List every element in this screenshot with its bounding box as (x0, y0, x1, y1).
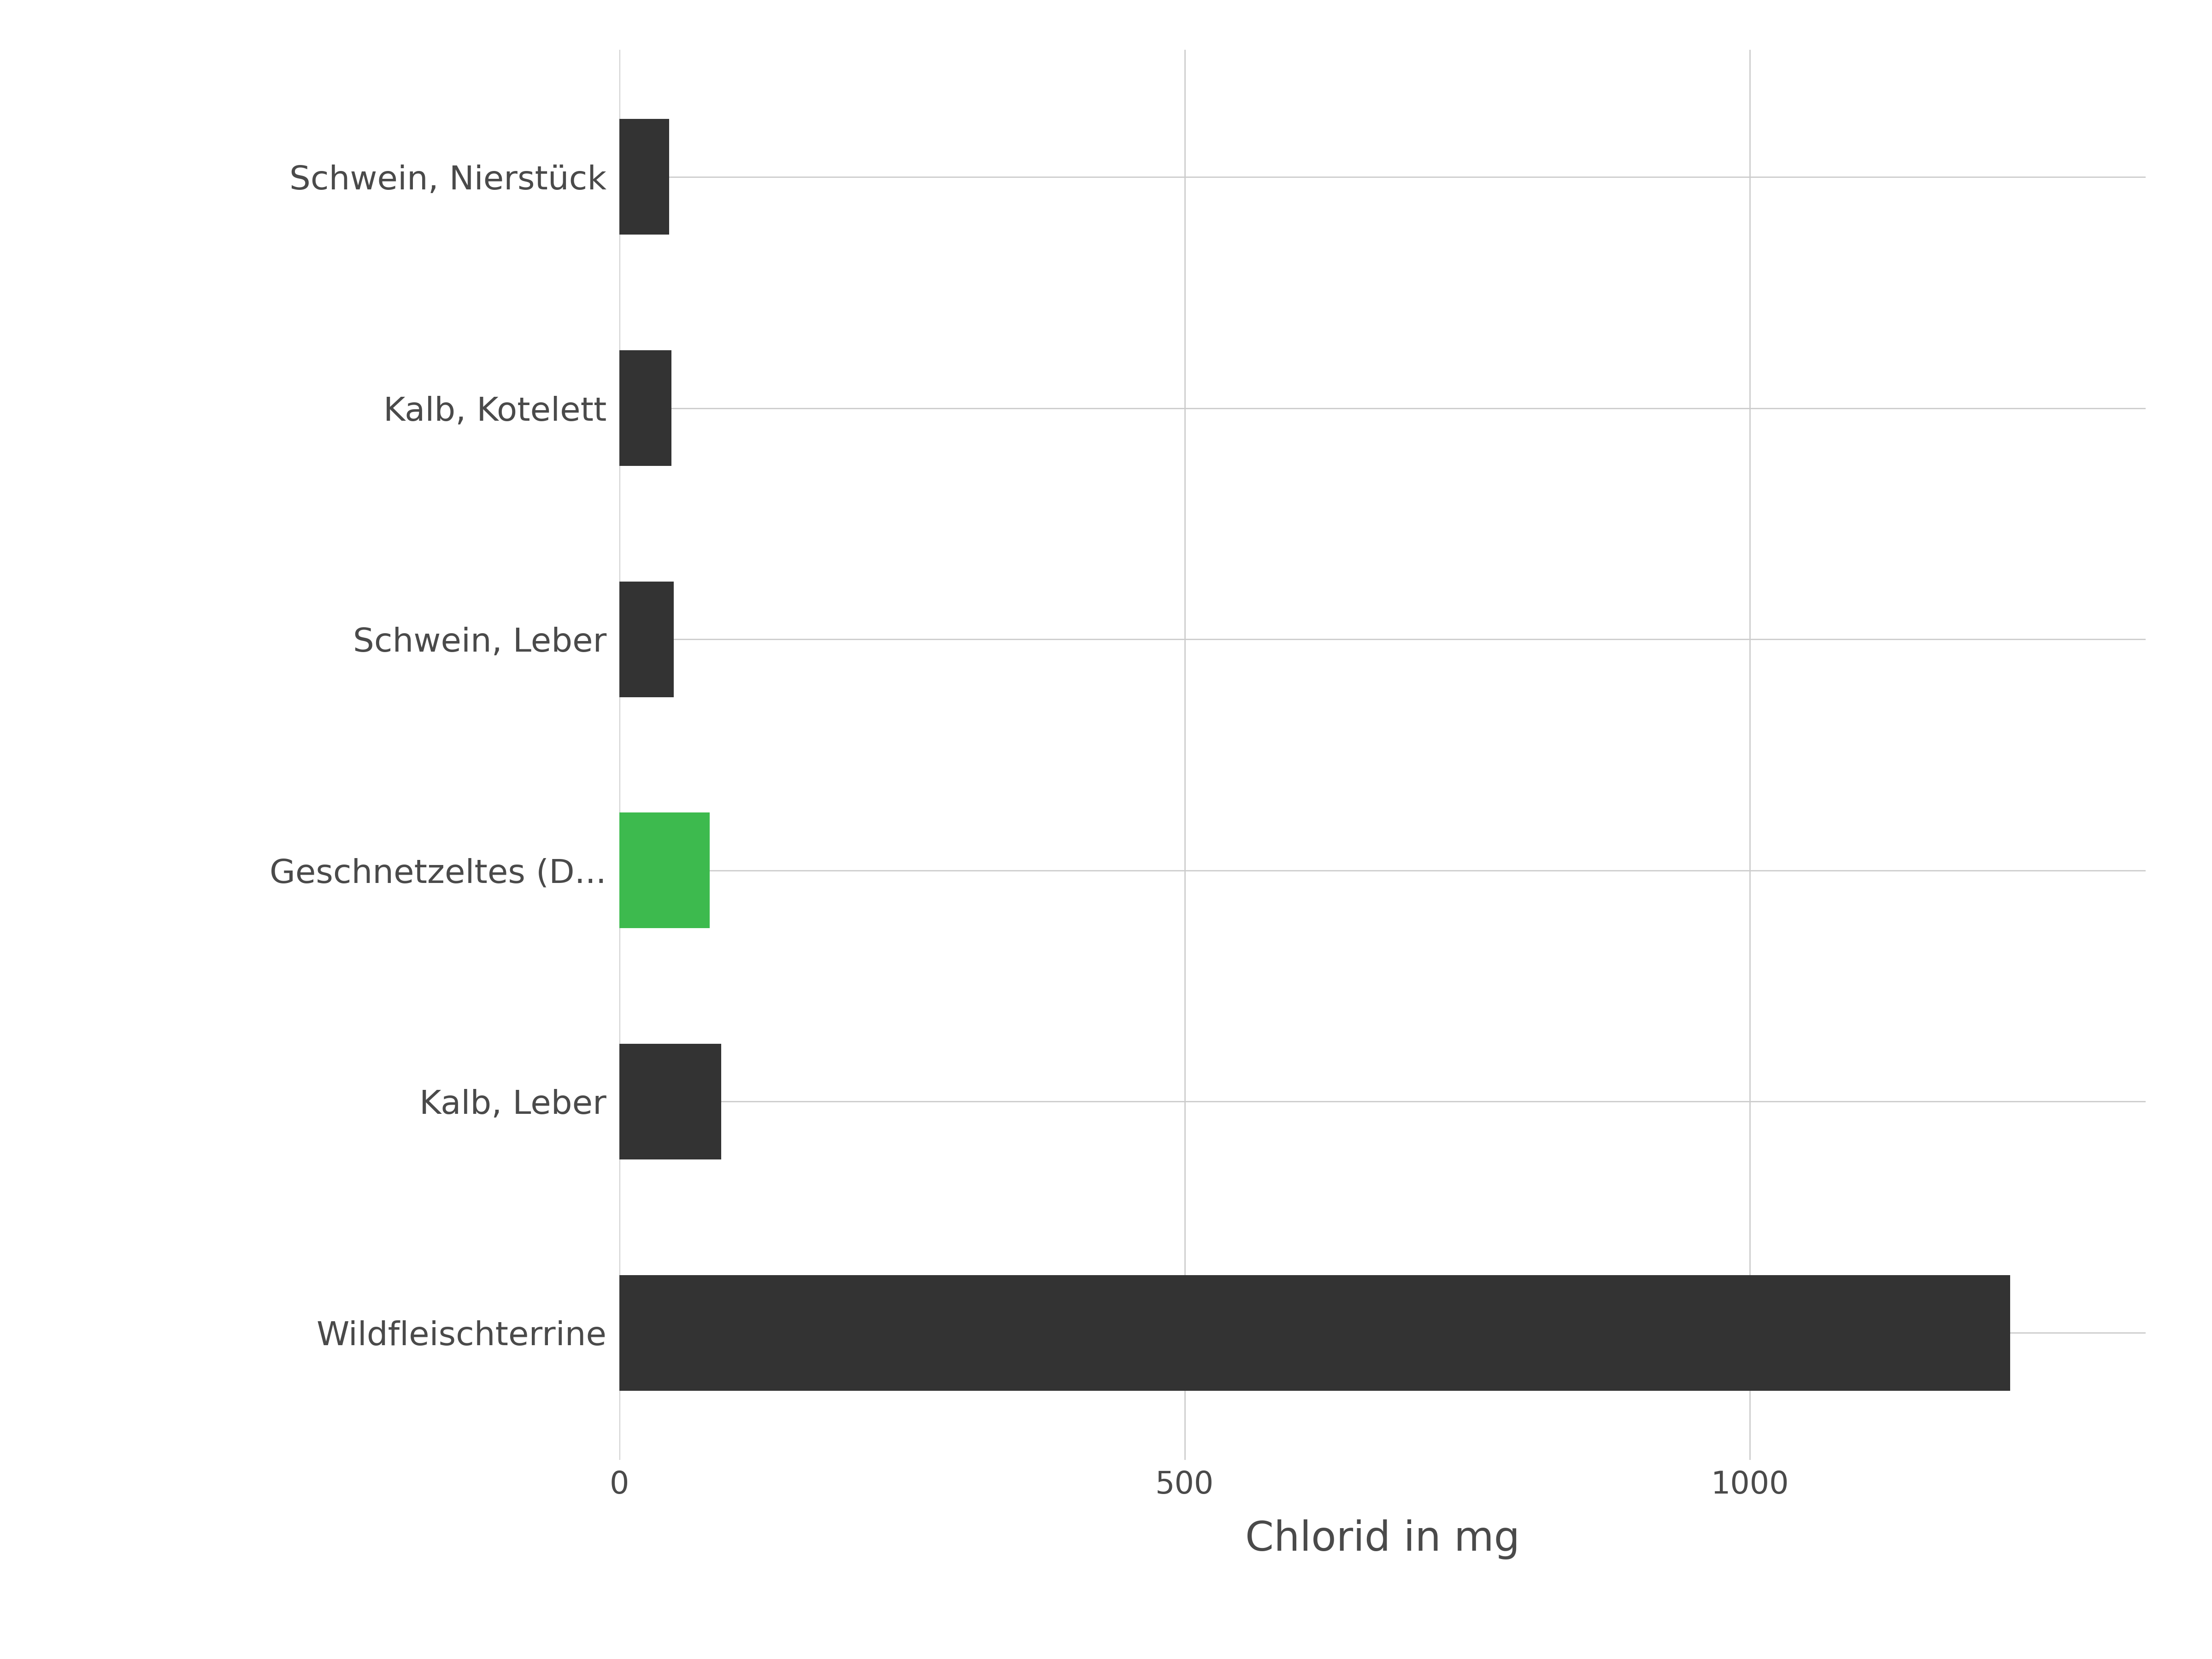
Bar (619, 581, 675, 697)
X-axis label: Chlorid in mg: Chlorid in mg (1245, 1520, 1520, 1559)
Bar (619, 119, 668, 234)
Bar (619, 1044, 721, 1160)
Bar (619, 350, 672, 466)
Bar (619, 1276, 2011, 1390)
Bar (619, 813, 710, 929)
